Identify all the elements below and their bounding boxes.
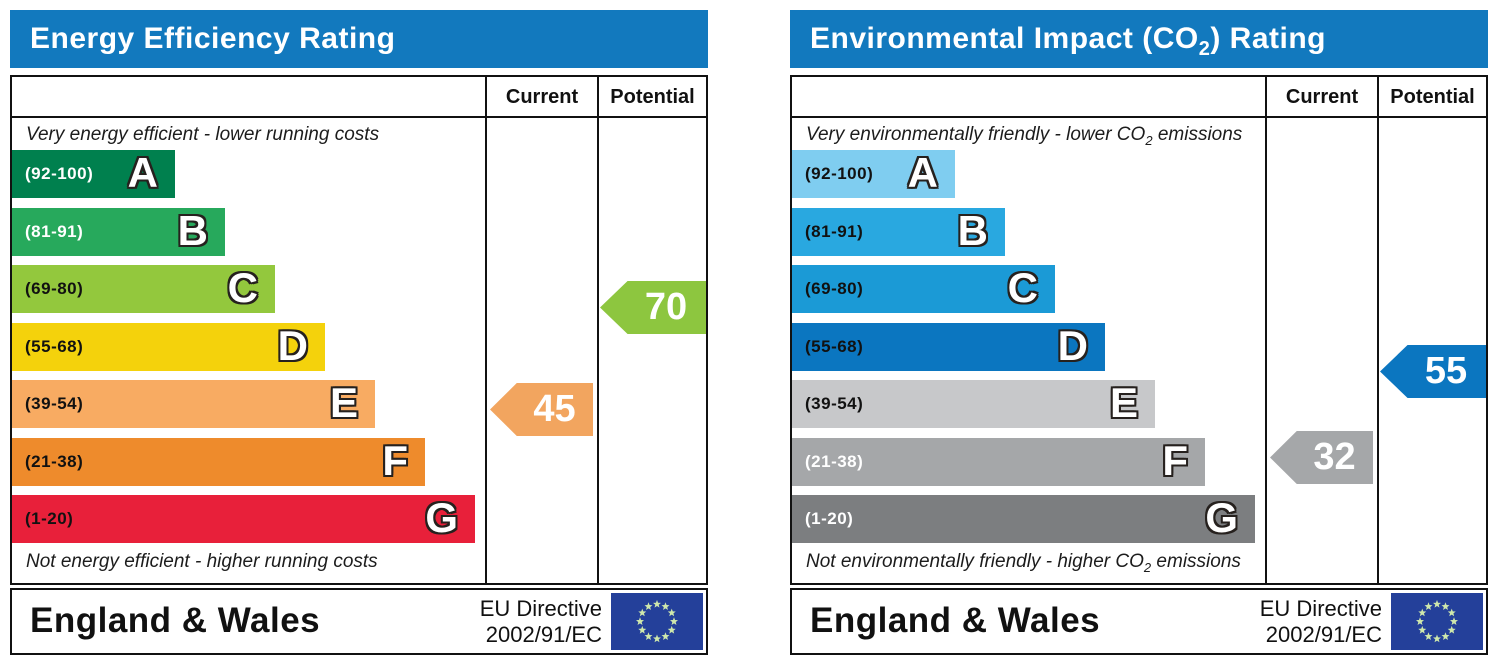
- band-b: (81-91) B: [12, 208, 225, 256]
- eu-directive-label: EU Directive 2002/91/EC: [1260, 596, 1382, 648]
- caption-subscript: 2: [1145, 132, 1153, 148]
- rating-table: Current Potential Very environmentally f…: [790, 75, 1488, 585]
- band-letter: F: [1162, 437, 1188, 484]
- eu-flag-icon: [611, 593, 703, 650]
- potential-rating-value: 55: [1424, 350, 1468, 392]
- band-range-label: (1-20): [805, 509, 854, 528]
- band-letter: D: [277, 322, 308, 369]
- band-c: (69-80) C: [792, 265, 1055, 313]
- caption-text-post: emissions: [1152, 124, 1243, 145]
- caption-bottom: Not environmentally friendly - higher CO…: [806, 551, 1241, 575]
- caption-top: Very environmentally friendly - lower CO…: [806, 124, 1242, 148]
- potential-column-header: Potential: [610, 86, 695, 108]
- band-c: (69-80) C: [12, 265, 275, 313]
- caption-text: Not environmentally friendly - higher CO: [806, 551, 1144, 572]
- band-e: (39-54) E: [792, 380, 1155, 428]
- caption-text-post: emissions: [1151, 551, 1241, 572]
- eu-flag-icon: [1391, 593, 1483, 650]
- band-letter: C: [227, 264, 258, 311]
- column-divider: [1377, 77, 1379, 583]
- band-range-label: (39-54): [25, 394, 84, 413]
- panel-title-subscript: 2: [1198, 38, 1211, 60]
- band-f: (21-38) F: [792, 438, 1205, 486]
- panel-title-energy: Energy Efficiency Rating: [10, 10, 708, 68]
- region-label: England & Wales: [30, 601, 321, 640]
- caption-text: Very energy efficient - lower running co…: [26, 124, 380, 145]
- column-divider: [597, 77, 599, 583]
- eu-directive-line1: EU Directive: [479, 595, 602, 621]
- band-letter: E: [329, 379, 358, 426]
- band-letter: E: [1109, 379, 1138, 426]
- panel-title-text: Environmental Impact (CO: [810, 22, 1199, 55]
- current-column-header: Current: [505, 86, 579, 108]
- band-letter: G: [1205, 494, 1238, 541]
- band-d: (55-68) D: [792, 323, 1105, 371]
- column-divider: [485, 77, 487, 583]
- band-range-label: (1-20): [25, 509, 74, 528]
- band-e: (39-54) E: [12, 380, 375, 428]
- panel-title-text: Energy Efficiency Rating: [30, 22, 396, 55]
- band-letter: A: [907, 149, 938, 196]
- potential-column-header: Potential: [1390, 86, 1475, 108]
- eu-directive-line2: 2002/91/EC: [1265, 621, 1382, 647]
- eu-directive-line1: EU Directive: [1259, 595, 1382, 621]
- band-range-label: (81-91): [805, 222, 864, 241]
- band-range-label: (92-100): [805, 164, 874, 183]
- caption-top: Very energy efficient - lower running co…: [26, 124, 379, 148]
- band-letter: F: [382, 437, 408, 484]
- column-divider: [1265, 77, 1267, 583]
- panel-title-text-post: ) Rating: [1210, 22, 1327, 55]
- current-rating-arrow: 32: [1270, 431, 1373, 484]
- band-letter: G: [425, 494, 458, 541]
- band-f: (21-38) F: [12, 438, 425, 486]
- current-column-header: Current: [1285, 86, 1359, 108]
- panel-footer: England & Wales EU Directive 2002/91/EC: [790, 588, 1488, 655]
- table-header-row: [792, 77, 1486, 118]
- panel-title-environment: Environmental Impact (CO2) Rating: [790, 10, 1488, 68]
- rating-table: Current Potential Very energy efficient …: [10, 75, 708, 585]
- band-g: (1-20) G: [12, 495, 475, 543]
- environmental-impact-panel: Environmental Impact (CO2) Rating Curren…: [790, 10, 1488, 655]
- band-range-label: (55-68): [805, 337, 864, 356]
- region-label: England & Wales: [810, 601, 1101, 640]
- band-range-label: (69-80): [25, 279, 84, 298]
- band-range-label: (21-38): [25, 452, 84, 471]
- table-header-row: [12, 77, 706, 118]
- band-range-label: (55-68): [25, 337, 84, 356]
- caption-bottom: Not energy efficient - higher running co…: [26, 551, 378, 575]
- energy-efficiency-panel: Energy Efficiency Rating Current Potenti…: [10, 10, 708, 655]
- band-range-label: (21-38): [805, 452, 864, 471]
- band-range-label: (81-91): [25, 222, 84, 241]
- band-letter: B: [957, 207, 988, 254]
- caption-subscript: 2: [1143, 559, 1152, 575]
- band-range-label: (92-100): [25, 164, 94, 183]
- eu-directive-line2: 2002/91/EC: [485, 621, 602, 647]
- potential-rating-value: 70: [644, 286, 688, 328]
- band-d: (55-68) D: [12, 323, 325, 371]
- panel-footer: England & Wales EU Directive 2002/91/EC: [10, 588, 708, 655]
- band-g: (1-20) G: [792, 495, 1255, 543]
- current-rating-value: 45: [533, 388, 576, 430]
- band-letter: C: [1007, 264, 1038, 311]
- caption-text: Very environmentally friendly - lower CO: [806, 124, 1146, 145]
- current-rating-arrow: 45: [490, 383, 593, 436]
- band-a: (92-100) A: [12, 150, 175, 198]
- eu-directive-label: EU Directive 2002/91/EC: [480, 596, 602, 648]
- potential-rating-arrow: 70: [600, 281, 706, 334]
- band-a: (92-100) A: [792, 150, 955, 198]
- band-letter: B: [177, 207, 208, 254]
- band-letter: D: [1057, 322, 1088, 369]
- band-range-label: (69-80): [805, 279, 864, 298]
- band-range-label: (39-54): [805, 394, 864, 413]
- band-letter: A: [127, 149, 158, 196]
- band-b: (81-91) B: [792, 208, 1005, 256]
- current-rating-value: 32: [1313, 436, 1356, 478]
- caption-text: Not energy efficient - higher running co…: [26, 551, 378, 572]
- potential-rating-arrow: 55: [1380, 345, 1486, 398]
